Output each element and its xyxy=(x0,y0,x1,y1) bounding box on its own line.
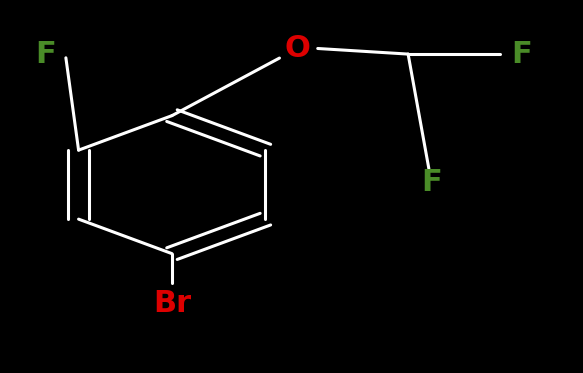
Text: Br: Br xyxy=(153,289,191,319)
Text: F: F xyxy=(35,40,56,69)
Text: F: F xyxy=(421,168,442,197)
Text: F: F xyxy=(511,40,532,69)
Text: O: O xyxy=(285,34,310,63)
